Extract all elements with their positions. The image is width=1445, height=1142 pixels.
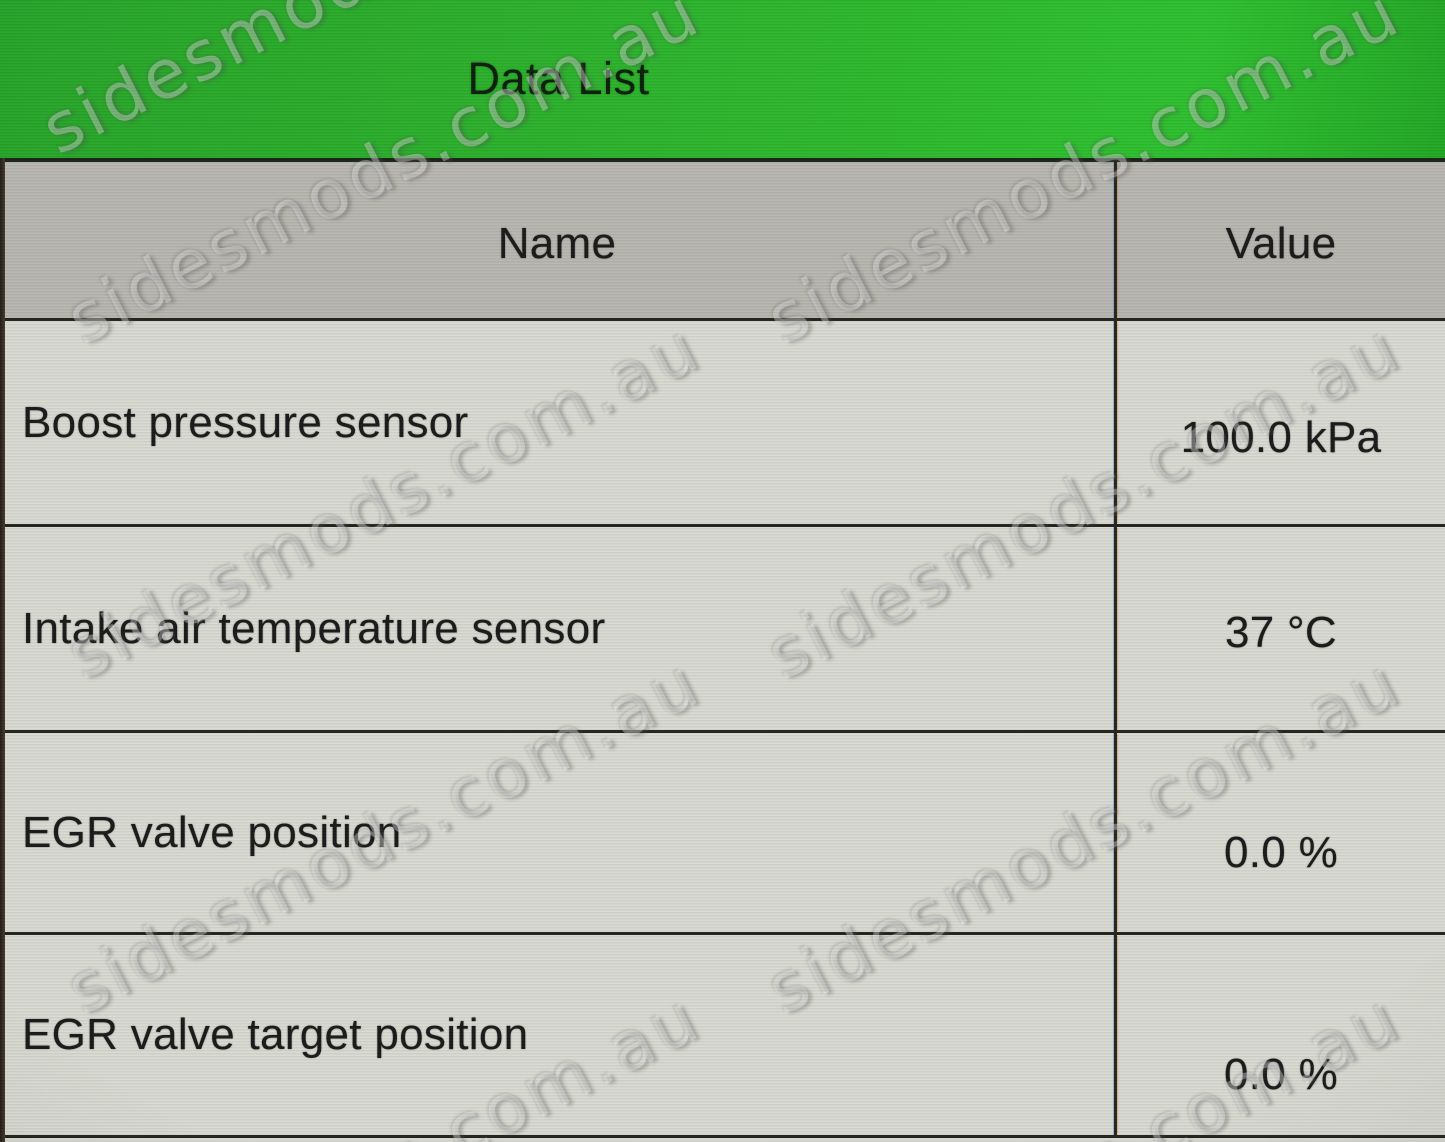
data-list-table: Name Value Boost pressure sensor 100.0 k…: [0, 162, 1445, 1142]
table-header-row: Name Value: [0, 162, 1445, 321]
column-header-value: Value: [1225, 219, 1337, 268]
row-name-intake-air-temperature-sensor: Intake air temperature sensor: [0, 527, 1117, 730]
title-bar: Data List: [0, 0, 1445, 162]
column-header-name: Name: [0, 162, 1117, 318]
row-name-boost-pressure-sensor: Boost pressure sensor: [0, 321, 1117, 524]
row-value-boost-pressure-sensor: 100.0 kPa: [1180, 412, 1382, 462]
title-container: Data List: [0, 0, 1117, 158]
row-name-egr-valve-target-position: EGR valve target position: [0, 935, 1117, 1135]
table-row[interactable]: Boost pressure sensor 100.0 kPa: [0, 321, 1445, 527]
table-row[interactable]: EGR valve target position 0.0 %: [0, 935, 1445, 1138]
table-left-border: [0, 158, 5, 1142]
row-value-intake-air-temperature-sensor: 37 °C: [1224, 607, 1338, 657]
row-value-egr-valve-position: 0.0 %: [1223, 827, 1338, 877]
table-row[interactable]: EGR valve position 0.0 %: [0, 733, 1445, 935]
table-row[interactable]: Intake air temperature sensor 37 °C: [0, 527, 1445, 733]
page-title: Data List: [467, 53, 650, 104]
row-name-egr-valve-position: EGR valve position: [0, 733, 1117, 932]
row-value-egr-valve-target-position: 0.0 %: [1223, 1050, 1338, 1099]
